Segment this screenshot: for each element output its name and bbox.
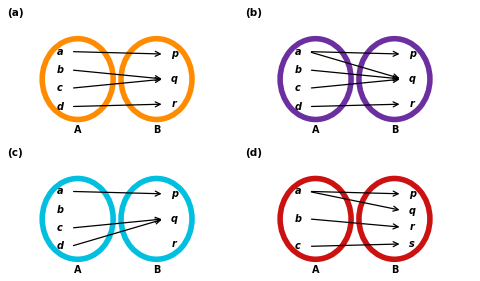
Text: B: B <box>391 265 398 275</box>
Text: p: p <box>408 49 416 59</box>
Text: b: b <box>57 65 63 75</box>
Text: a: a <box>295 186 301 196</box>
Text: b: b <box>57 205 63 215</box>
Text: r: r <box>172 239 177 249</box>
Text: A: A <box>74 125 82 135</box>
Text: s: s <box>409 239 415 249</box>
Text: A: A <box>74 265 82 275</box>
Text: d: d <box>294 101 301 112</box>
Text: a: a <box>295 47 301 56</box>
Text: (c): (c) <box>7 148 23 158</box>
Text: B: B <box>153 125 160 135</box>
Text: p: p <box>408 189 416 199</box>
Text: q: q <box>171 214 178 224</box>
Text: B: B <box>391 125 398 135</box>
Text: c: c <box>57 223 63 233</box>
Text: (d): (d) <box>245 148 262 158</box>
Text: r: r <box>172 99 177 109</box>
Text: r: r <box>410 222 415 232</box>
Text: (b): (b) <box>245 8 262 18</box>
Text: q: q <box>171 74 178 84</box>
Text: d: d <box>57 101 63 112</box>
Text: c: c <box>295 241 301 251</box>
Text: A: A <box>312 265 319 275</box>
Text: B: B <box>153 265 160 275</box>
Text: A: A <box>312 125 319 135</box>
Text: a: a <box>57 47 63 56</box>
Text: p: p <box>171 189 178 199</box>
Text: b: b <box>294 214 301 224</box>
Text: p: p <box>171 49 178 59</box>
Text: a: a <box>57 186 63 196</box>
Text: d: d <box>57 241 63 251</box>
Text: c: c <box>57 83 63 93</box>
Text: c: c <box>295 83 301 93</box>
Text: b: b <box>294 65 301 75</box>
Text: q: q <box>408 205 416 216</box>
Text: r: r <box>410 99 415 109</box>
Text: q: q <box>408 74 416 84</box>
Text: (a): (a) <box>7 8 24 18</box>
